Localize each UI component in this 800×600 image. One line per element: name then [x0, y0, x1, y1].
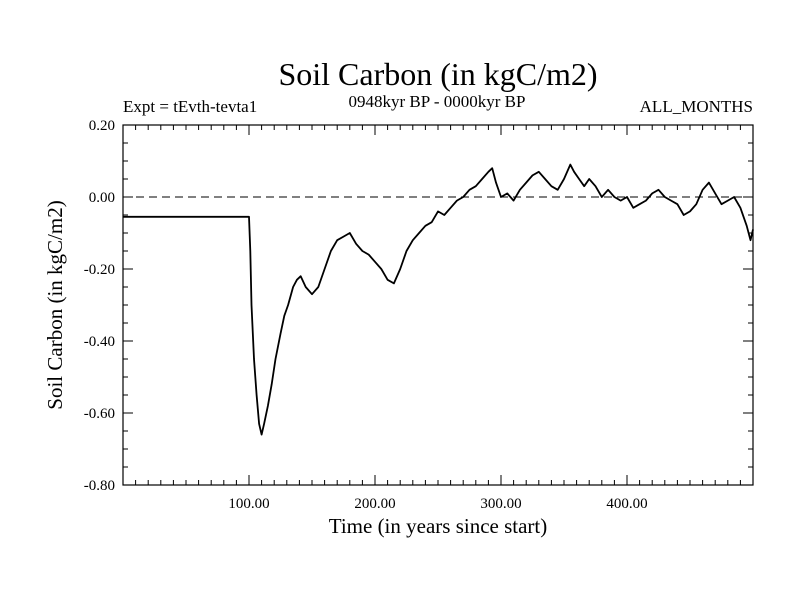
y-tick-label: -0.60 — [84, 406, 115, 422]
experiment-label: Expt = tEvth-tevta1 — [123, 97, 257, 116]
chart-title: Soil Carbon (in kgC/m2) — [278, 56, 597, 92]
time-range-label: 0948kyr BP - 0000kyr BP — [349, 92, 526, 111]
y-tick-label: 0.00 — [89, 190, 115, 206]
months-label: ALL_MONTHS — [640, 97, 753, 116]
x-axis-label: Time (in years since start) — [329, 514, 548, 538]
x-tick-label: 200.00 — [354, 496, 395, 512]
y-tick-label: -0.80 — [84, 478, 115, 494]
plot-frame — [122, 124, 754, 486]
y-tick-label: -0.40 — [84, 334, 115, 350]
x-tick-label: 300.00 — [480, 496, 521, 512]
soil-carbon-series-line — [123, 163, 754, 436]
y-axis-label: Soil Carbon (in kgC/m2) — [43, 200, 67, 409]
x-tick-label: 400.00 — [606, 496, 647, 512]
x-tick-label: 100.00 — [228, 496, 269, 512]
y-tick-label: 0.20 — [89, 118, 115, 134]
y-tick-label: -0.20 — [84, 262, 115, 278]
